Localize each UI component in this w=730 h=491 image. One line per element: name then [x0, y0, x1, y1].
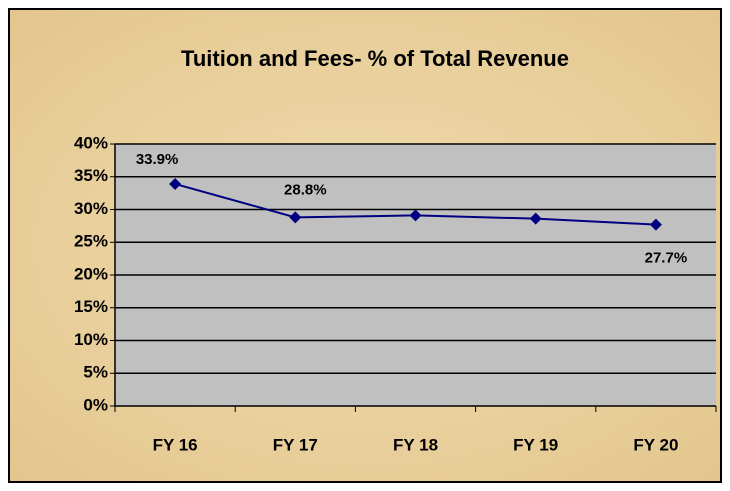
marker	[169, 177, 182, 190]
marker	[529, 212, 542, 225]
y-tick-label: 20%	[74, 264, 108, 283]
marker	[409, 209, 422, 222]
x-tick-label: FY 17	[273, 435, 318, 454]
y-tick-label: 0%	[83, 395, 108, 414]
x-tick-label: FY 19	[513, 435, 558, 454]
y-tick-label: 30%	[74, 199, 108, 218]
y-tick-label: 5%	[83, 363, 108, 382]
data-label: 27.7%	[645, 250, 688, 267]
data-label: 28.8%	[284, 181, 327, 198]
x-tick-label: FY 18	[393, 435, 438, 454]
y-tick-label: 15%	[74, 297, 108, 316]
chart-title: Tuition and Fees- % of Total Revenue	[181, 46, 569, 71]
y-tick-label: 40%	[74, 133, 108, 152]
data-label: 33.9%	[136, 151, 179, 168]
x-tick-label: FY 20	[633, 435, 678, 454]
marker	[649, 218, 662, 231]
x-tick-label: FY 16	[153, 435, 198, 454]
marker	[289, 211, 302, 224]
y-tick-label: 35%	[74, 166, 108, 185]
y-tick-label: 10%	[74, 330, 108, 349]
y-tick-label: 25%	[74, 232, 108, 251]
